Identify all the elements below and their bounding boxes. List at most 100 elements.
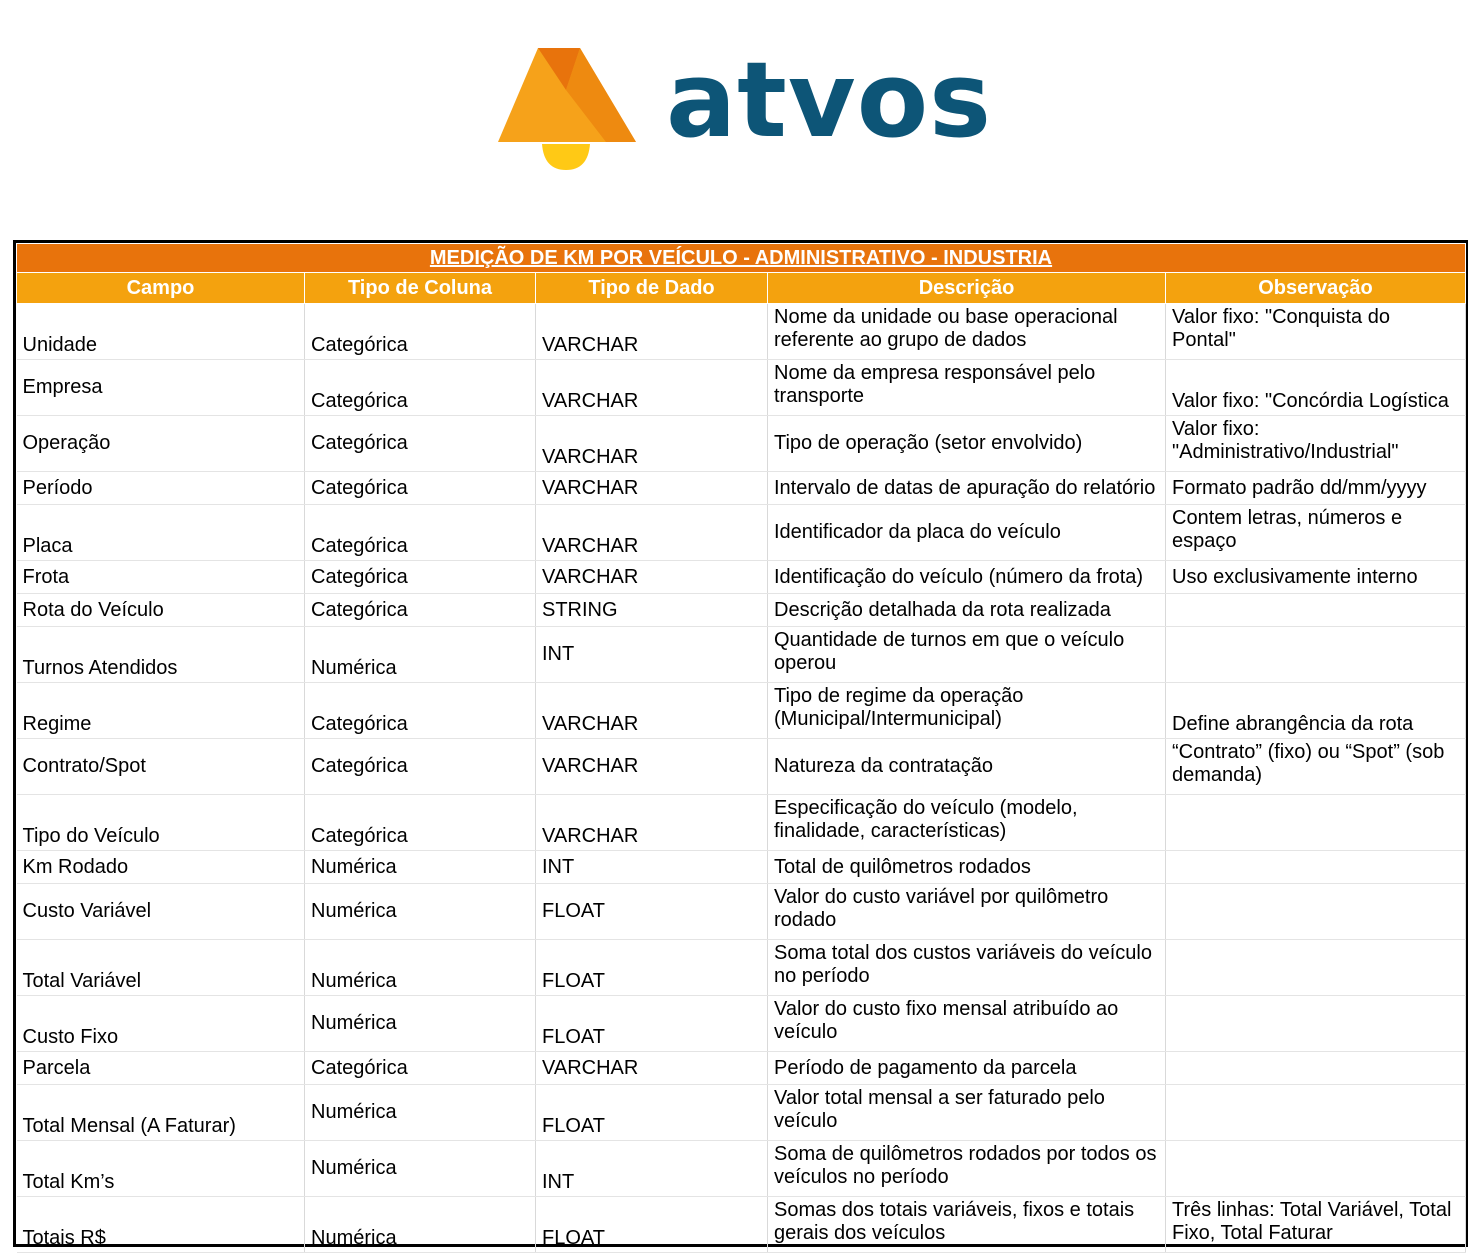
field-spec-sheet: MEDIÇÃO DE KM POR VEÍCULO - ADMINISTRATI…	[13, 240, 1468, 1253]
cell-tipo-de-coluna: Categórica	[304, 1051, 536, 1085]
cell-tipo-de-coluna: Categórica	[304, 504, 536, 561]
cell-descricao: Soma total dos custos variáveis do veícu…	[767, 939, 1166, 996]
cell-tipo-de-coluna: Numérica	[304, 1196, 536, 1253]
cell-campo: Custo Fixo	[16, 995, 305, 1052]
cell-tipo-de-coluna: Categórica	[304, 471, 536, 505]
table-row: Operação Categórica VARCHAR Tipo de operaçã…	[16, 415, 1467, 472]
table-row: Regime Categórica VARCHAR Tipo de regime da…	[16, 682, 1467, 739]
cell-tipo-de-dado: VARCHAR	[535, 682, 768, 739]
table-row: Totais R$ Numérica FLOAT Somas dos totais v…	[16, 1196, 1467, 1253]
header-tipo-de-coluna: Tipo de Coluna	[304, 272, 536, 304]
table-title: MEDIÇÃO DE KM POR VEÍCULO - ADMINISTRATI…	[15, 243, 1467, 273]
cell-tipo-de-dado: INT	[535, 626, 768, 683]
table-title-row: MEDIÇÃO DE KM POR VEÍCULO - ADMINISTRATI…	[15, 243, 1467, 273]
cell-tipo-de-dado: VARCHAR	[535, 504, 768, 561]
atvos-logo-mark	[498, 48, 636, 170]
cell-descricao: Nome da empresa responsável pelo transpo…	[767, 359, 1166, 416]
cell-observacao: Valor fixo: "Conquista do Pontal"	[1165, 303, 1467, 360]
cell-descricao: Natureza da contratação	[767, 738, 1166, 795]
cell-observacao	[1165, 939, 1467, 996]
table-row: Total Km’s Numérica INT Soma de quilômetros…	[16, 1140, 1467, 1197]
cell-observacao: Uso exclusivamente interno	[1165, 560, 1467, 594]
cell-descricao: Identificador da placa do veículo	[767, 504, 1166, 561]
cell-tipo-de-coluna: Numérica	[304, 626, 536, 683]
cell-campo: Período	[16, 471, 305, 505]
cell-campo: Operação	[16, 415, 305, 472]
cell-tipo-de-coluna: Numérica	[304, 850, 536, 884]
cell-observacao	[1165, 1140, 1467, 1197]
field-spec-table: MEDIÇÃO DE KM POR VEÍCULO - ADMINISTRATI…	[15, 243, 1467, 1253]
cell-observacao: Valor fixo: "Concórdia Logística	[1165, 359, 1467, 416]
cell-descricao: Nome da unidade ou base operacional refe…	[767, 303, 1166, 360]
cell-tipo-de-dado: VARCHAR	[535, 359, 768, 416]
cell-observacao	[1165, 883, 1467, 940]
cell-campo: Tipo do Veículo	[16, 794, 305, 851]
header-tipo-de-dado: Tipo de Dado	[535, 272, 768, 304]
table-row: Unidade Categórica VARCHAR Nome da unidade …	[16, 303, 1467, 360]
cell-tipo-de-dado: VARCHAR	[535, 415, 768, 472]
cell-observacao: Valor fixo: "Administrativo/Industrial"	[1165, 415, 1467, 472]
cell-observacao	[1165, 1051, 1467, 1085]
cell-tipo-de-coluna: Categórica	[304, 794, 536, 851]
cell-descricao: Quantidade de turnos em que o veículo op…	[767, 626, 1166, 683]
table-row: Turnos Atendidos Numérica INT Quantidade de…	[16, 626, 1467, 683]
cell-tipo-de-dado: FLOAT	[535, 1196, 768, 1253]
cell-observacao: Formato padrão dd/mm/yyyy	[1165, 471, 1467, 505]
table-row: Empresa Categórica VARCHAR Nome da empresa …	[16, 359, 1467, 416]
cell-observacao: Define abrangência da rota	[1165, 682, 1467, 739]
cell-tipo-de-coluna: Categórica	[304, 738, 536, 795]
table-row: Tipo do Veículo Categórica VARCHAR Especifi…	[16, 794, 1467, 851]
cell-tipo-de-dado: VARCHAR	[535, 560, 768, 594]
cell-observacao	[1165, 794, 1467, 851]
cell-campo: Custo Variável	[16, 883, 305, 940]
cell-descricao: Identificação do veículo (número da frot…	[767, 560, 1166, 594]
cell-descricao: Tipo de operação (setor envolvido)	[767, 415, 1166, 472]
cell-campo: Total Mensal (A Faturar)	[16, 1084, 305, 1141]
cell-observacao: Três linhas: Total Variável, Total Fixo,…	[1165, 1196, 1467, 1253]
header-campo: Campo	[16, 272, 305, 304]
cell-descricao: Soma de quilômetros rodados por todos os…	[767, 1140, 1166, 1197]
cell-tipo-de-coluna: Categórica	[304, 415, 536, 472]
cell-descricao: Intervalo de datas de apuração do relató…	[767, 471, 1166, 505]
cell-campo: Regime	[16, 682, 305, 739]
cell-campo: Total Variável	[16, 939, 305, 996]
cell-descricao: Valor total mensal a ser faturado pelo v…	[767, 1084, 1166, 1141]
cell-campo: Total Km’s	[16, 1140, 305, 1197]
cell-descricao: Especificação do veículo (modelo, finali…	[767, 794, 1166, 851]
table-row: Km Rodado Numérica INT Total de quilômetros…	[16, 850, 1467, 884]
table-row: Total Variável Numérica FLOAT Soma total do…	[16, 939, 1467, 996]
cell-campo: Contrato/Spot	[16, 738, 305, 795]
cell-descricao: Total de quilômetros rodados	[767, 850, 1166, 884]
cell-observacao	[1165, 626, 1467, 683]
atvos-logo: atvos	[496, 39, 991, 180]
cell-tipo-de-coluna: Numérica	[304, 995, 536, 1052]
cell-tipo-de-coluna: Numérica	[304, 883, 536, 940]
table-row: Contrato/Spot Categórica VARCHAR Natureza d…	[16, 738, 1467, 795]
cell-tipo-de-dado: VARCHAR	[535, 794, 768, 851]
cell-tipo-de-dado: FLOAT	[535, 1084, 768, 1141]
table-row: Rota do Veículo Categórica STRING Descrição…	[16, 593, 1467, 627]
cell-descricao: Valor do custo variável por quilômetro r…	[767, 883, 1166, 940]
cell-tipo-de-coluna: Numérica	[304, 1140, 536, 1197]
cell-observacao: Contem letras, números e espaço	[1165, 504, 1467, 561]
header-descricao: Descrição	[767, 272, 1166, 304]
cell-tipo-de-dado: STRING	[535, 593, 768, 627]
cell-tipo-de-coluna: Numérica	[304, 1084, 536, 1141]
cell-tipo-de-dado: FLOAT	[535, 939, 768, 996]
cell-campo: Frota	[16, 560, 305, 594]
cell-campo: Totais R$	[16, 1196, 305, 1253]
table-row: Parcela Categórica VARCHAR Período de pagam…	[16, 1051, 1467, 1085]
cell-campo: Km Rodado	[16, 850, 305, 884]
cell-campo: Rota do Veículo	[16, 593, 305, 627]
cell-descricao: Tipo de regime da operação (Municipal/In…	[767, 682, 1166, 739]
cell-campo: Turnos Atendidos	[16, 626, 305, 683]
table-header-row: Campo Tipo de Coluna Tipo de Dado Descri…	[16, 272, 1467, 304]
cell-tipo-de-dado: INT	[535, 1140, 768, 1197]
cell-tipo-de-coluna: Categórica	[304, 303, 536, 360]
table-row: Placa Categórica VARCHAR Identificador da p…	[16, 504, 1467, 561]
cell-campo: Parcela	[16, 1051, 305, 1085]
cell-descricao: Valor do custo fixo mensal atribuído ao …	[767, 995, 1166, 1052]
cell-observacao	[1165, 995, 1467, 1052]
cell-descricao: Descrição detalhada da rota realizada	[767, 593, 1166, 627]
cell-tipo-de-coluna: Categórica	[304, 682, 536, 739]
